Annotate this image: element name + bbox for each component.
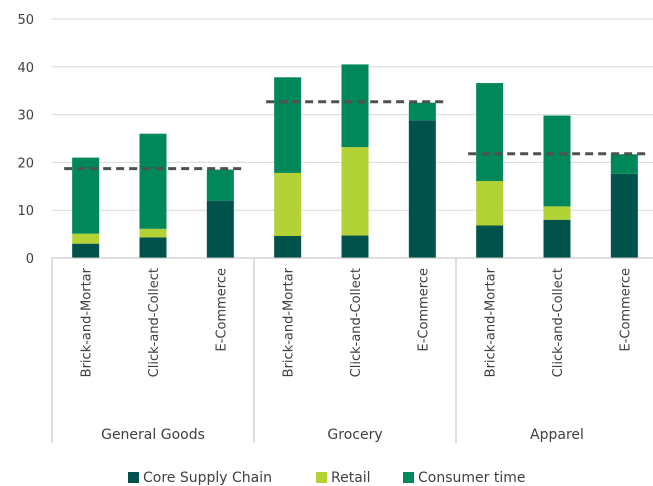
bar-segment	[409, 103, 436, 121]
y-tick-label: 50	[17, 13, 34, 28]
legend-label: Core Supply Chain	[143, 470, 272, 486]
x-group-label: Grocery	[327, 427, 382, 443]
bar-segment	[140, 134, 167, 229]
x-category-label: Brick-and-Mortar	[80, 267, 95, 377]
x-group-label: General Goods	[101, 427, 205, 443]
bar-segment	[342, 64, 369, 147]
x-category-label: E-Commerce	[214, 268, 229, 351]
bar-segment	[342, 147, 369, 235]
bar-segment	[207, 170, 234, 201]
x-group-label: Apparel	[530, 427, 584, 443]
bars	[72, 64, 638, 258]
x-category-label: Click-and-Collect	[147, 268, 162, 377]
bar-segment	[611, 174, 638, 258]
y-tick-label: 40	[17, 61, 34, 76]
bar-segment	[342, 236, 369, 258]
bar-segment	[476, 225, 503, 258]
legend-label: Consumer time	[418, 470, 525, 486]
x-category-label: E-Commerce	[416, 268, 431, 351]
bar-segment	[476, 181, 503, 225]
y-tick-label: 20	[17, 156, 34, 171]
bar-segment	[140, 237, 167, 258]
bar-segment	[611, 154, 638, 174]
bar-segment	[476, 83, 503, 181]
bar-segment	[207, 201, 234, 258]
bar-segment	[72, 234, 99, 244]
bar-segment	[274, 236, 301, 258]
bar-segment	[409, 120, 436, 258]
bar-segment	[140, 229, 167, 238]
bar-segment	[274, 173, 301, 236]
x-category-label: Click-and-Collect	[349, 268, 364, 377]
bar-segment	[72, 244, 99, 258]
x-category-label: Click-and-Collect	[551, 268, 566, 377]
bar-segment	[544, 220, 571, 258]
legend-label: Retail	[331, 470, 371, 486]
x-category-label: Brick-and-Mortar	[282, 267, 297, 377]
legend-swatch	[403, 472, 414, 483]
x-category-label: Brick-and-Mortar	[484, 267, 499, 377]
x-category-label: E-Commerce	[618, 268, 633, 351]
y-tick-label: 10	[17, 204, 34, 219]
bar-segment	[274, 77, 301, 173]
bar-segment	[544, 116, 571, 207]
y-tick-label: 30	[17, 109, 34, 124]
legend-swatch	[128, 472, 139, 483]
legend: Core Supply Chain Retail Consumer time	[128, 470, 525, 486]
y-tick-label: 0	[26, 252, 34, 267]
bar-segment	[544, 206, 571, 219]
legend-swatch	[316, 472, 327, 483]
